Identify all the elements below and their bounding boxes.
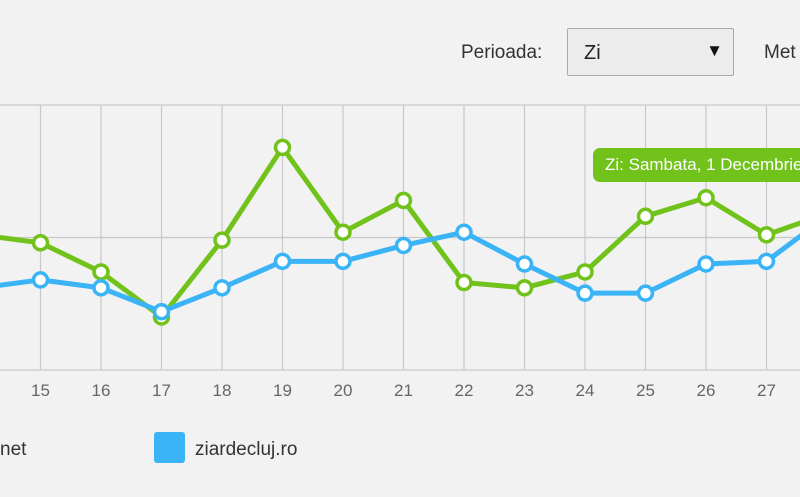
data-point-series-2[interactable] <box>636 284 655 302</box>
data-point-series-2[interactable] <box>273 252 292 271</box>
dropdown-arrow-icon: ▼ <box>706 41 723 60</box>
data-point-series-1[interactable] <box>394 191 413 210</box>
x-tick-label: 17 <box>152 381 171 400</box>
x-tick-label: 20 <box>334 381 353 400</box>
x-tick-label: 23 <box>515 381 534 400</box>
data-point-series-1[interactable] <box>273 138 292 157</box>
x-tick-label: 27 <box>757 381 776 400</box>
data-point-series-1[interactable] <box>636 207 655 226</box>
data-point-series-1[interactable] <box>697 189 715 207</box>
x-tick-label: 25 <box>636 381 655 400</box>
x-tick-label: 15 <box>31 381 50 400</box>
data-point-series-1[interactable] <box>31 234 50 252</box>
legend-label-ziardecluj[interactable]: ziardecluj.ro <box>195 439 298 460</box>
data-point-series-1[interactable] <box>455 273 473 292</box>
x-tick-label: 22 <box>455 381 474 400</box>
series-points <box>31 138 776 326</box>
data-point-series-2[interactable] <box>697 255 715 273</box>
legend-swatch-ziardecluj[interactable] <box>154 432 185 463</box>
x-tick-label: 24 <box>576 381 595 400</box>
data-point-series-2[interactable] <box>213 279 231 297</box>
data-point-series-1[interactable] <box>213 231 231 249</box>
data-point-series-1[interactable] <box>757 226 776 244</box>
data-point-series-2[interactable] <box>757 252 776 271</box>
x-tick-label: 18 <box>213 381 232 400</box>
metric-label: Met <box>764 42 796 63</box>
data-point-series-1[interactable] <box>576 263 594 281</box>
legend-label-series1: net <box>0 439 27 460</box>
x-tick-label: 19 <box>273 381 292 400</box>
data-point-series-1[interactable] <box>92 263 110 281</box>
data-point-series-2[interactable] <box>31 271 50 289</box>
data-point-series-2[interactable] <box>152 302 171 321</box>
period-select-value: Zi <box>584 42 601 64</box>
data-point-series-2[interactable] <box>576 284 594 302</box>
data-point-series-2[interactable] <box>455 223 473 241</box>
data-point-series-1[interactable] <box>334 223 352 241</box>
tooltip: Zi: Sambata, 1 Decembrie <box>593 148 800 182</box>
x-tick-label: 16 <box>92 381 111 400</box>
data-point-series-1[interactable] <box>515 279 534 297</box>
x-tick-label: 26 <box>697 381 716 400</box>
x-tick-label: 21 <box>394 381 413 400</box>
period-select[interactable]: Zi ▼ <box>567 28 734 76</box>
data-point-series-2[interactable] <box>92 279 110 297</box>
series-line-2 <box>0 229 800 315</box>
data-point-series-2[interactable] <box>515 255 534 273</box>
data-point-series-2[interactable] <box>334 252 352 271</box>
period-label: Perioada: <box>461 42 543 63</box>
data-point-series-2[interactable] <box>394 236 413 255</box>
x-axis-ticks: 15 16 17 18 19 20 21 22 23 24 25 26 27 <box>31 381 776 400</box>
